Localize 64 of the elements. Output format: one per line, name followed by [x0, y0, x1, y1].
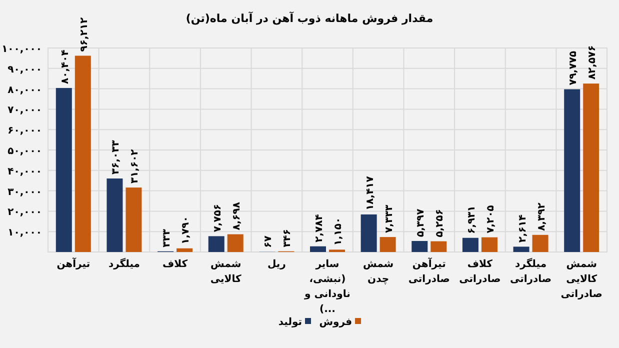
data-label: ۳۱,۶۰۲ [130, 149, 141, 184]
data-label: ۸,۳۹۲ [536, 202, 548, 231]
x-tick-label: تیرآهن صادراتی [407, 257, 451, 287]
data-label: ۸۰,۴۰۴ [60, 50, 71, 84]
x-tick-label: کلاف [162, 258, 189, 272]
bar [564, 89, 580, 252]
bar [126, 188, 142, 252]
bar [513, 246, 530, 252]
y-tick-label: ۴۰,۰۰۰ [8, 166, 42, 178]
bar [380, 237, 396, 252]
x-tick-label: میلگرد صادراتی [508, 257, 553, 287]
bar [360, 214, 377, 252]
data-label: ۱,۱۵۰ [333, 217, 344, 246]
bar [208, 236, 224, 252]
bar [106, 178, 123, 252]
x-tick-label: شمش کالایی [209, 258, 242, 287]
chart-title: مقدار فروش ماهانه ذوب آهن در آبان ماه(تن) [186, 11, 434, 25]
x-tick-label: کلاف صادراتی [458, 258, 502, 287]
bar [532, 234, 548, 252]
data-label: ۸,۶۹۸ [231, 202, 242, 230]
data-label: ۵,۳۹۷ [416, 208, 427, 237]
data-label: ۳۴۶ [282, 228, 294, 248]
y-tick-label: ۶۰,۰۰۰ [8, 126, 42, 137]
x-tick-label: تیرآهن [56, 257, 92, 272]
bar [481, 237, 498, 252]
x-tick-label: شمش چدن [362, 258, 395, 287]
bar [176, 248, 193, 252]
data-label: ۷,۲۰۵ [485, 205, 496, 234]
data-label: ۳۶,۰۳۳ [110, 140, 122, 174]
y-tick-label: ۸۰,۰۰۰ [8, 84, 42, 96]
bar [583, 84, 600, 252]
data-label: ۱,۷۹۰ [180, 216, 192, 244]
x-tick-label: ریل [266, 258, 287, 272]
y-tick-label: ۵۰,۰۰۰ [8, 146, 42, 157]
data-label: ۱۸,۴۱۷ [364, 176, 376, 210]
bar [56, 88, 72, 252]
bar [310, 246, 326, 252]
data-label: ۷,۳۳۳ [384, 204, 395, 234]
legend-label: فروش [319, 317, 352, 328]
y-tick-label: ۱۰,۰۰۰ [8, 228, 42, 239]
data-label: ۲,۷۸۴ [314, 214, 325, 242]
x-tick-label: سایر (نبشی، ناودانی و ...) [303, 258, 352, 317]
data-label: ۷,۷۵۶ [212, 204, 224, 232]
data-label: ۶,۹۳۱ [466, 206, 478, 234]
y-tick-label: ۱۰۰,۰۰۰ [2, 44, 42, 55]
data-label: ۶۷ [263, 236, 274, 248]
x-tick-label: میلگرد [107, 257, 141, 272]
y-tick-label: ۹۰,۰۰۰ [8, 64, 42, 76]
data-label: ۷۹,۷۷۵ [568, 50, 580, 86]
bar [227, 234, 244, 252]
y-tick-label: ۷۰,۰۰۰ [8, 105, 42, 116]
bar [462, 238, 478, 252]
data-label: ۸۲,۵۷۶ [587, 45, 598, 80]
bar [412, 240, 428, 252]
bar [74, 56, 91, 252]
y-tick-label: ۲۰,۰۰۰ [8, 207, 42, 218]
y-tick-label: ۳۰,۰۰۰ [8, 186, 42, 198]
legend-label: تولید [278, 317, 302, 328]
data-label: ۳۳۳ [162, 229, 173, 248]
x-tick-label: شمش کالایی صادراتی [560, 258, 604, 302]
data-label: ۹۶,۲۱۲ [78, 17, 90, 52]
data-label: ۲,۶۱۴ [517, 214, 528, 243]
bar [430, 241, 447, 252]
data-label: ۵,۲۵۶ [434, 209, 446, 238]
